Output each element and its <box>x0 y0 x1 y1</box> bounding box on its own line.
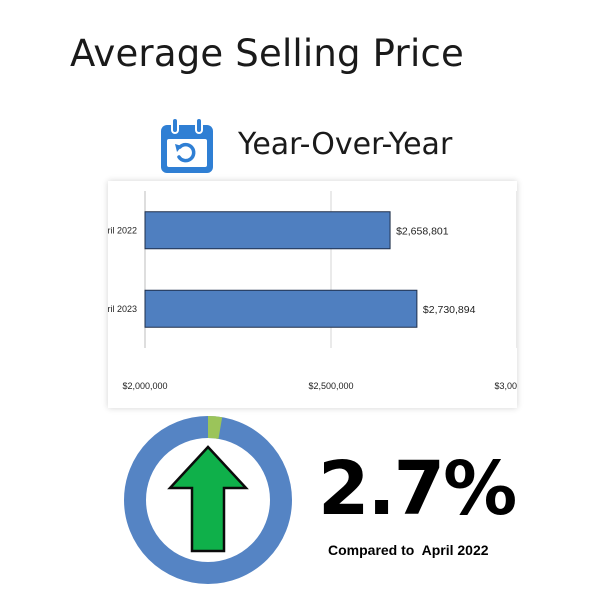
change-donut <box>124 416 292 584</box>
data-label: $2,730,894 <box>423 304 476 316</box>
bar-chart-panel: April 2022 $2,658,801 April 2023 $2,730,894… <box>108 181 517 408</box>
x-tick-label: $3,000,000 <box>494 381 517 391</box>
x-tick-label: $2,000,000 <box>122 381 167 391</box>
category-label: April 2022 <box>108 225 137 235</box>
bar-chart: April 2022 $2,658,801 April 2023 $2,730,894… <box>108 191 517 391</box>
chart-subtitle: Year-Over-Year <box>238 127 453 162</box>
donut-change-segment <box>207 416 223 439</box>
x-tick-label: $2,500,000 <box>308 381 353 391</box>
category-label: April 2023 <box>108 304 137 314</box>
up-arrow-icon <box>167 445 249 553</box>
bar <box>144 211 391 250</box>
data-label: $2,658,801 <box>396 225 449 237</box>
page-title: Average Selling Price <box>70 32 464 75</box>
calendar-refresh-icon <box>161 117 213 173</box>
bar <box>144 289 418 328</box>
percent-change: 2.7% <box>318 446 517 532</box>
comparison-caption: Compared to April 2022 <box>328 542 489 558</box>
